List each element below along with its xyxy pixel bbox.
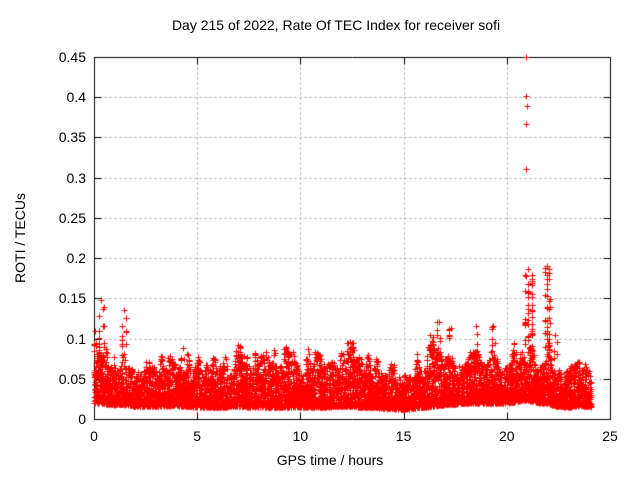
y-tick-label: 0.1 <box>66 330 86 347</box>
x-tick-label: 0 <box>90 428 98 444</box>
x-tick-label: 5 <box>193 428 202 444</box>
x-axis-label: GPS time / hours <box>276 452 384 468</box>
y-tick-label: 0.35 <box>58 129 86 146</box>
x-tick-label: 20 <box>499 428 515 444</box>
y-tick-label: 0.2 <box>66 250 86 267</box>
x-tick-label: 15 <box>395 428 412 444</box>
y-tick-label: 0.3 <box>66 169 86 186</box>
x-tick-label: 25 <box>602 428 618 444</box>
chart-title: Day 215 of 2022, Rate Of TEC Index for r… <box>171 17 501 33</box>
y-tick-label: 0.45 <box>58 49 86 65</box>
y-tick-label: 0.15 <box>58 290 86 307</box>
y-tick-label: 0.25 <box>58 209 86 226</box>
y-tick-label: 0.4 <box>66 89 86 106</box>
x-tick-label: 10 <box>292 428 309 444</box>
y-axis-label: ROTI / TECUs <box>12 193 28 283</box>
y-tick-label: 0 <box>78 411 86 427</box>
y-tick-label: 0.05 <box>58 370 86 387</box>
